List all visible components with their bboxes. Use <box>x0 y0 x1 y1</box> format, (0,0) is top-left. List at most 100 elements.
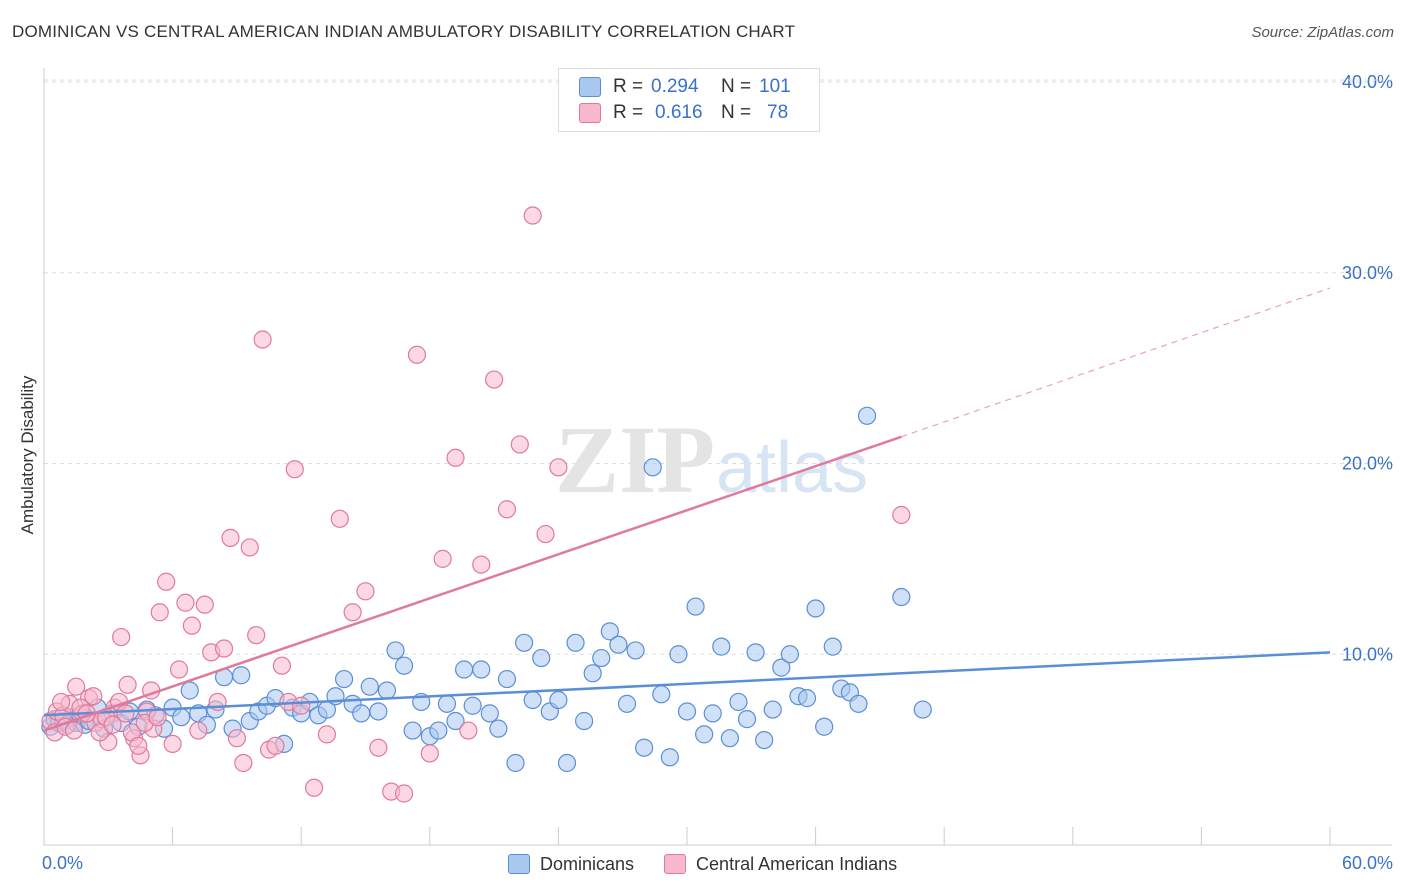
dominicans-point <box>815 717 834 736</box>
dominicans-point <box>583 664 602 683</box>
central-american-indians-point <box>253 330 272 349</box>
dominicans-point <box>463 696 482 715</box>
dominicans-point <box>480 704 499 723</box>
r-label: R = <box>613 76 644 97</box>
dominicans-point <box>523 690 542 710</box>
central-american-indians-point <box>52 692 71 712</box>
dominicans-point <box>755 730 774 750</box>
dominicans-point <box>437 694 457 713</box>
dominicans-point <box>532 648 551 668</box>
dominicans-point <box>506 753 525 773</box>
central-american-indians-point <box>369 738 388 757</box>
dominicans-point <box>857 406 877 425</box>
dominicans-point <box>172 708 191 727</box>
dominicans-point <box>334 669 354 689</box>
x-tick-label: 60.0% <box>1342 853 1393 873</box>
series-legend: Dominicans Central American Indians <box>508 852 927 876</box>
source-label: Source: ZipAtlas.com <box>1251 24 1394 41</box>
dominicans-point <box>652 685 671 704</box>
y-tick-label: 10.0% <box>1342 644 1393 664</box>
dominicans-point <box>677 702 697 721</box>
central-american-indians-point <box>446 448 465 467</box>
legend-label-central-american-indians: Central American Indians <box>696 853 898 874</box>
central-american-indians-swatch <box>664 854 687 874</box>
central-american-indians-point <box>118 675 137 694</box>
stats-legend-row-central-american-indians: R = 0.616 N = 78 <box>579 101 799 125</box>
dominicans-point <box>360 677 379 696</box>
central-american-indians-point <box>247 626 266 645</box>
central-american-indians-point <box>157 572 176 591</box>
central-american-indians-point <box>420 744 439 763</box>
dominicans-point <box>797 689 817 708</box>
dominicans-point <box>660 748 679 767</box>
central-american-indians-point <box>272 656 292 675</box>
y-tick-label: 30.0% <box>1342 263 1393 283</box>
central-american-indians-point <box>497 500 517 519</box>
dominicans-point <box>617 694 637 713</box>
x-tick-label: 0.0% <box>42 853 83 873</box>
chart-title: DOMINICAN VS CENTRAL AMERICAN INDIAN AMB… <box>12 22 796 41</box>
n-value: 78 <box>767 102 789 123</box>
dominicans-point <box>232 666 251 685</box>
dominicans-point <box>369 702 388 721</box>
dominicans-point <box>913 700 932 719</box>
central-american-indians-point <box>67 677 86 696</box>
central-american-indians-point <box>221 528 240 547</box>
dominicans-point <box>446 711 465 731</box>
dominicans-point <box>403 721 422 740</box>
central-american-indians-point <box>292 696 311 715</box>
central-american-indians-point <box>116 704 135 723</box>
central-american-indians-point <box>227 729 246 748</box>
dominicans-point <box>712 637 731 656</box>
dominicans-point <box>823 637 842 656</box>
n-value: 101 <box>759 76 791 97</box>
dominicans-point <box>497 669 517 689</box>
central-american-indians-point <box>330 509 349 528</box>
dominicans-point <box>669 645 688 664</box>
dominicans-point <box>643 458 662 477</box>
y-tick-label: 20.0% <box>1342 454 1393 474</box>
dominicans-point <box>626 641 645 660</box>
dominicans-point <box>549 690 568 710</box>
central-american-indians-point <box>84 687 103 706</box>
legend-label-dominicans: Dominicans <box>540 853 635 874</box>
central-american-indians-point <box>407 345 427 364</box>
central-american-indians-point <box>195 595 214 614</box>
dominicans-point <box>386 641 405 660</box>
n-label: N = <box>721 102 752 123</box>
y-tick-label: 40.0% <box>1342 72 1393 92</box>
central-american-indians-point <box>549 458 568 477</box>
central-american-indians-point <box>150 603 169 622</box>
central-american-indians-point <box>317 725 337 744</box>
central-american-indians-point <box>523 206 542 225</box>
dominicans-point <box>703 704 722 723</box>
central-american-indians-point <box>163 734 182 754</box>
dominicans-point <box>515 633 534 652</box>
dominicans-point <box>609 635 628 654</box>
dominicans-point <box>763 700 782 719</box>
central-american-indians-point <box>304 778 324 797</box>
central-american-indians-point <box>182 616 201 635</box>
dominicans-point <box>686 597 705 616</box>
central-american-indians-point <box>64 721 84 740</box>
central-american-indians-point <box>343 603 362 622</box>
dominicans-trend-line <box>43 651 1331 717</box>
dominicans-point <box>472 660 491 679</box>
dominicans-point <box>746 643 765 662</box>
dominicans-point <box>394 656 414 675</box>
dominicans-point <box>377 681 397 700</box>
dominicans-point <box>720 729 739 748</box>
stats-legend-row-dominicans: R = 0.294 N = 101 <box>579 75 799 99</box>
central-american-indians-point <box>266 736 285 755</box>
dominicans-point <box>892 587 911 607</box>
central-american-indians-trend-line <box>43 435 902 732</box>
central-american-indians-point <box>510 435 529 454</box>
watermark-atlas: atlas <box>716 428 868 508</box>
central-american-indians-point <box>356 582 375 601</box>
dominicans-point <box>592 648 611 668</box>
legend-item-central-american-indians: Central American Indians <box>664 854 897 875</box>
central-american-indians-point <box>169 660 189 679</box>
dominicans-point <box>806 599 825 618</box>
dominicans-point <box>695 725 714 744</box>
